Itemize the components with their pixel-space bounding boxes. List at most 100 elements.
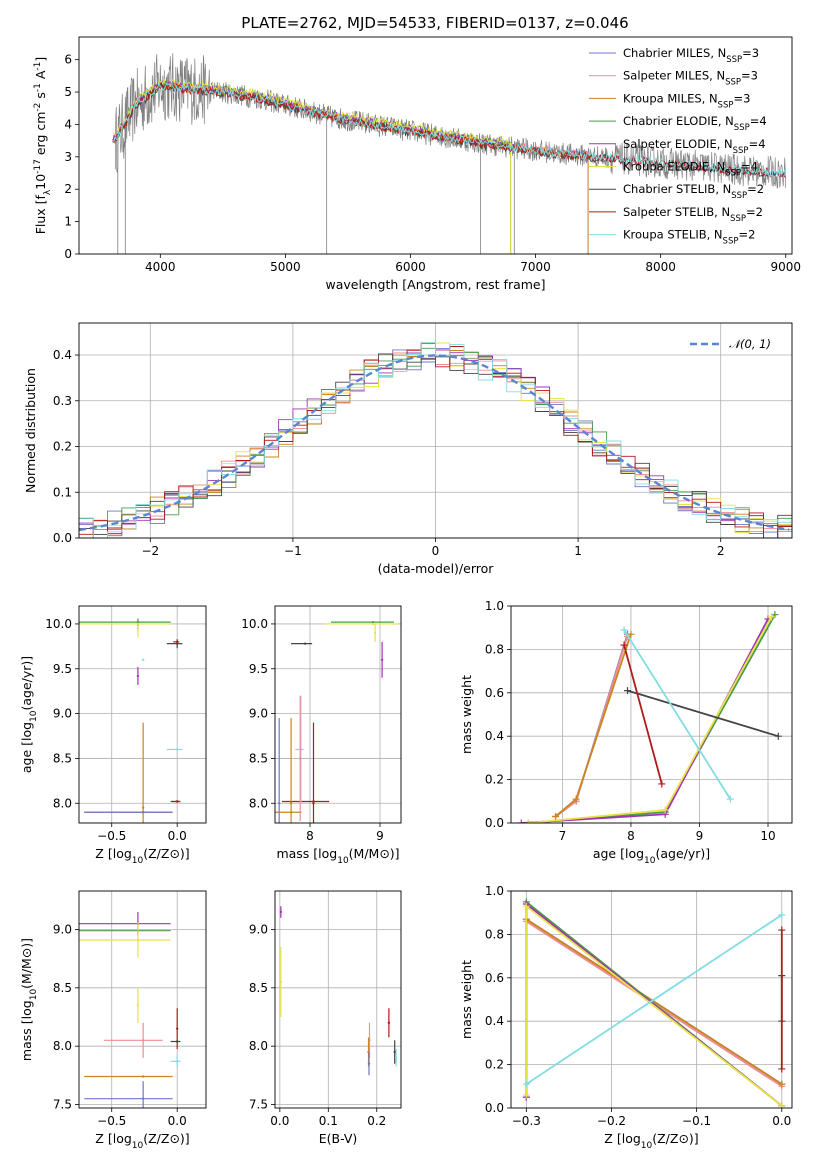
- weight-marker: [522, 1080, 530, 1088]
- label-part: (M/M⊙)]: [349, 846, 400, 861]
- x-tick-label: 0.0: [270, 1114, 289, 1128]
- weight-marker: [778, 926, 786, 934]
- label-part: (data-model)/error: [378, 561, 495, 576]
- error-cross-center: [380, 658, 384, 662]
- x-tick-label: 9: [376, 829, 384, 843]
- y-tick-label: 3: [64, 150, 72, 164]
- x-tick-label: 7000: [520, 260, 551, 274]
- error-cross-center: [136, 674, 140, 678]
- label-part: (age/yr)]: [655, 846, 710, 861]
- panel-age-vs-Z: −0.5 0.08.08.59.09.510.0Z [log10(Z/Z⊙)]ag…: [19, 605, 207, 866]
- error-cross-center: [141, 658, 145, 662]
- y-tick-label: 9.0: [249, 707, 268, 721]
- weight-marker: [778, 1080, 786, 1088]
- error-cross-center: [141, 1039, 145, 1042]
- y-tick-label: 0.6: [485, 971, 504, 985]
- y-tick-label: 0.2: [485, 773, 504, 787]
- label-part: -1: [33, 83, 43, 92]
- label-part: s: [33, 92, 48, 103]
- label-part: 10: [337, 856, 349, 866]
- weight-line: [525, 918, 783, 1085]
- label-part: 10: [132, 1141, 144, 1151]
- label-part: A: [33, 70, 48, 83]
- label-part: ]: [33, 57, 48, 62]
- y-tick-label: 8.5: [53, 981, 72, 995]
- plot-area: [522, 898, 786, 1108]
- y-tick-label: 0.6: [485, 686, 504, 700]
- label-part: (Z/Z⊙)]: [143, 846, 189, 861]
- legend-name: Kroupa MILES, N: [623, 91, 718, 105]
- legend-nssp: =3: [741, 69, 758, 83]
- panel-mass-vs-ebv: 0.0 0.1 0.2 7.5 8.0 8.5 9.0 E(B-V): [249, 890, 402, 1146]
- x-tick-label: 9: [696, 829, 704, 843]
- label-part: age [: [19, 741, 34, 773]
- weight-marker: [522, 1091, 530, 1099]
- x-tick-label: −0.3: [512, 1114, 541, 1128]
- label-part: erg cm: [33, 112, 48, 160]
- error-cross-center: [141, 1097, 145, 1100]
- legend-nssp: =4: [741, 160, 758, 174]
- y-tick-label: 0.0: [53, 531, 72, 545]
- error-cross-center: [371, 622, 375, 626]
- error-cross-center: [279, 910, 283, 914]
- legend-entry: Kroupa MILES, NSSP=3: [623, 91, 750, 110]
- x-tick-label: −0.2: [597, 1114, 626, 1128]
- y-tick-label: 0.2: [485, 1058, 504, 1072]
- legend-sub: SSP: [731, 191, 747, 201]
- legend-entry: Salpeter ELODIE, NSSP=4: [623, 137, 766, 156]
- x-tick-label: −2: [141, 544, 159, 558]
- label-part: Flux [f: [33, 194, 48, 234]
- y-tick-label: 8.5: [53, 751, 72, 765]
- weight-marker: [778, 911, 786, 919]
- y-tick-label: 0.4: [485, 1014, 504, 1028]
- label-part: mass weight: [459, 960, 474, 1039]
- weight-marker: [774, 732, 782, 740]
- legend-entry: Salpeter MILES, NSSP=3: [623, 69, 758, 88]
- label-part: Normed distribution: [23, 368, 38, 493]
- error-cross-center: [175, 1027, 179, 1030]
- x-tick-label: 4000: [145, 260, 176, 274]
- x-tick-label: 6000: [395, 260, 426, 274]
- label-part: wavelength [Angstrom, rest frame]: [325, 277, 545, 292]
- weight-line: [554, 636, 629, 818]
- label-part: (Z/Z⊙)]: [143, 1131, 189, 1146]
- x-tick-label: −0.5: [97, 1114, 126, 1128]
- x-axis-label: Z [log10(Z/Z⊙)]: [95, 1131, 189, 1151]
- legend-entry: Salpeter STELIB, NSSP=2: [623, 205, 763, 224]
- legend-sub: SSP: [730, 214, 746, 224]
- legend-sub: SSP: [718, 100, 734, 110]
- label-part: log: [19, 722, 34, 741]
- y-tick-label: 7.5: [249, 1098, 268, 1112]
- y-tick-label: 0.8: [485, 927, 504, 941]
- weight-marker: [778, 1065, 786, 1073]
- panel-spectrum: 4000 5000 6000 7000 8000 9000 0 1 2 3 4 5 6 wavelengt…: [33, 36, 801, 292]
- plot-area: [79, 618, 183, 823]
- x-tick-label: 7: [559, 829, 567, 843]
- axes-frame: [510, 605, 793, 824]
- x-axis-label: age [log10(age/yr)]: [593, 846, 710, 866]
- legend-name: Kroupa STELIB, N: [623, 228, 723, 242]
- weight-marker: [624, 687, 632, 695]
- model-spectrum-salpeter-miles: [112, 80, 589, 254]
- x-tick-label: −0.5: [97, 829, 126, 843]
- x-tick-label: 9000: [770, 260, 801, 274]
- y-axis-label: mass [log10(M/M⊙)]: [19, 938, 39, 1061]
- label-part: log: [19, 1000, 34, 1019]
- legend-nssp: =2: [746, 205, 763, 219]
- panel-age-vs-mass: 8 9 8.0 8.5 9.0 9.5 10.0 mass [log10(M/M⊙)]: [241, 605, 402, 866]
- weight-marker: [767, 613, 775, 621]
- y-tick-label: 1.0: [485, 884, 504, 898]
- weight-line: [627, 689, 779, 738]
- plot-area: [275, 620, 398, 823]
- weight-marker: [726, 795, 734, 803]
- legend-name: Chabrier ELODIE, N: [623, 114, 734, 128]
- legend-nssp: =2: [738, 228, 755, 242]
- error-cross-center: [278, 802, 281, 805]
- x-tick-label: −1: [284, 544, 302, 558]
- axes-frame: [274, 605, 402, 824]
- weight-marker: [572, 795, 580, 803]
- x-tick-label: 0.2: [367, 1114, 386, 1128]
- label-part: log: [113, 846, 132, 861]
- y-tick-label: 10.0: [241, 617, 268, 631]
- x-tick-label: −0.1: [682, 1114, 711, 1128]
